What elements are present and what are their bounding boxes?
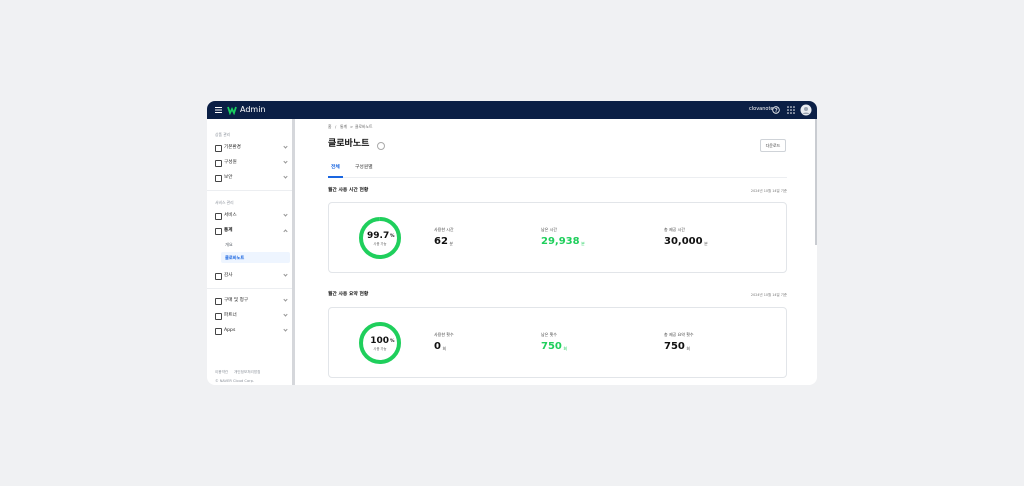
menu-subitem[interactable]: 개요 [225,242,233,247]
section-label: 서비스 관리 [215,200,234,205]
menu-icon [215,298,222,305]
chevron [283,159,288,164]
section-date: 2024년 10월 14일 기준 [750,189,787,193]
stat-label: 남은 시간 [541,227,557,232]
stat-unit: 분 [581,241,585,246]
active-bg [221,252,290,263]
progress-ring [359,217,401,259]
tabs-divider [328,177,787,178]
menu-item[interactable]: 기본환경 [224,145,241,150]
stat-unit: 분 [704,241,708,246]
help-circle [377,142,385,150]
stat-unit: 분 [449,241,454,246]
sidebar-scrollbar [292,119,295,385]
summary-card: 99.7% 사용 가능 사용한 시간 62 분 남은 시간 29,938 분 총 제공 시간 30… [328,202,787,273]
menu-subitem[interactable]: 클로바노트 [225,255,245,260]
tab[interactable]: 구성원별 [355,165,373,170]
chevron [283,144,288,149]
main-scrollbar [815,119,817,245]
divider [207,288,292,289]
logo [227,106,237,115]
breadcrumb-separator: / [335,124,337,129]
footer-link[interactable]: 개인정보처리방침 [234,370,261,374]
menu-item[interactable]: Apps [224,328,236,333]
stat-value: 750 [664,341,685,352]
menu-icon [215,160,222,167]
stat-value: 29,938 [541,236,580,247]
menu-icon [215,273,222,280]
ring-value: 100 [370,336,389,346]
stat-value: 30,000 [664,236,703,247]
tab-active[interactable]: 전체 [331,165,340,170]
chevron [283,229,288,234]
page-title: 클로바노트 [328,139,370,149]
menu-item[interactable]: 구매 및 청구 [224,298,249,303]
menu-item[interactable]: 보안 [224,175,233,180]
ring-unit: % [390,234,395,239]
ring-value: 99.7 [367,231,390,241]
section-label: 상품 관리 [215,132,231,137]
service-name: clovanote [749,106,774,112]
stat-label: 사용한 시간 [434,227,454,232]
footer-link[interactable]: 이용약관 [215,370,229,374]
ring-caption: 사용 가능 [373,347,387,351]
breadcrumb-item[interactable]: 통계 [340,124,347,129]
ring-unit: % [390,339,395,344]
breadcrumb-separator: > [350,124,354,129]
ring-arc [359,217,401,259]
stat-unit: 회 [686,346,691,351]
app-title: Admin [240,105,266,114]
breadcrumb-item[interactable]: 클로바노트 [355,124,373,129]
avatar[interactable] [800,104,812,116]
section-title: 월간 사용 요약 현황 [328,292,369,297]
stat-label: 총 제공 시간 [664,227,685,232]
menu-icon [215,228,222,235]
chevron [283,212,288,217]
divider [207,190,292,191]
ring-arc [359,322,401,364]
menu-item[interactable]: 파트너 [224,313,237,318]
section-date: 2024년 10월 14일 기준 [750,293,787,297]
summary-card: 100% 사용 가능 사용한 횟수 0 회 남은 횟수 750 회 총 제공 요약 횟수 750 회 [328,307,787,378]
download-button[interactable]: 다운로드 [760,139,786,152]
stat-value: 750 [541,341,562,352]
stat-unit: 회 [442,346,447,351]
tab-underline [328,176,343,178]
menu-item[interactable]: 감사 [224,273,233,278]
chevron [283,297,288,302]
menu-icon [215,145,222,152]
menu-item[interactable]: 구성원 [224,160,237,165]
progress-ring [359,322,401,364]
chevron [283,327,288,332]
section-title: 월간 사용 시간 현황 [328,188,369,193]
menu-icon [215,328,222,335]
stat-label: 사용한 횟수 [434,332,454,337]
chevron [283,312,288,317]
main-content: 홈 / 통계 > 클로바노트 클로바노트 다운로드 전체 구성원별 월간 사용 시간 현황 2024… [295,119,817,385]
apps-icon[interactable] [787,106,795,114]
help-icon[interactable] [772,106,780,114]
chevron [283,272,288,277]
menu-item[interactable]: 통계 [224,228,233,233]
stat-label: 남은 횟수 [541,332,557,337]
top-bar: Admin clovanote [207,101,817,119]
menu-item[interactable]: 서비스 [224,213,237,218]
stat-label: 총 제공 요약 횟수 [664,332,694,337]
stat-unit: 회 [563,346,568,351]
ring-caption: 사용 가능 [373,242,387,246]
breadcrumb-item[interactable]: 홈 [328,124,332,129]
admin-window: Admin clovanote 상품 관리 기본환경 구성원 보안 서비스 관리 서비스 통… [207,101,817,385]
menu-icon [215,175,222,182]
menu-icon [215,213,222,220]
menu-icon [215,313,222,320]
stat-value: 0 [434,341,441,352]
stat-value: 62 [434,236,448,247]
copyright: © NAVER Cloud Corp. [215,379,255,383]
chevron [283,174,288,179]
menu-icon[interactable] [215,107,222,113]
